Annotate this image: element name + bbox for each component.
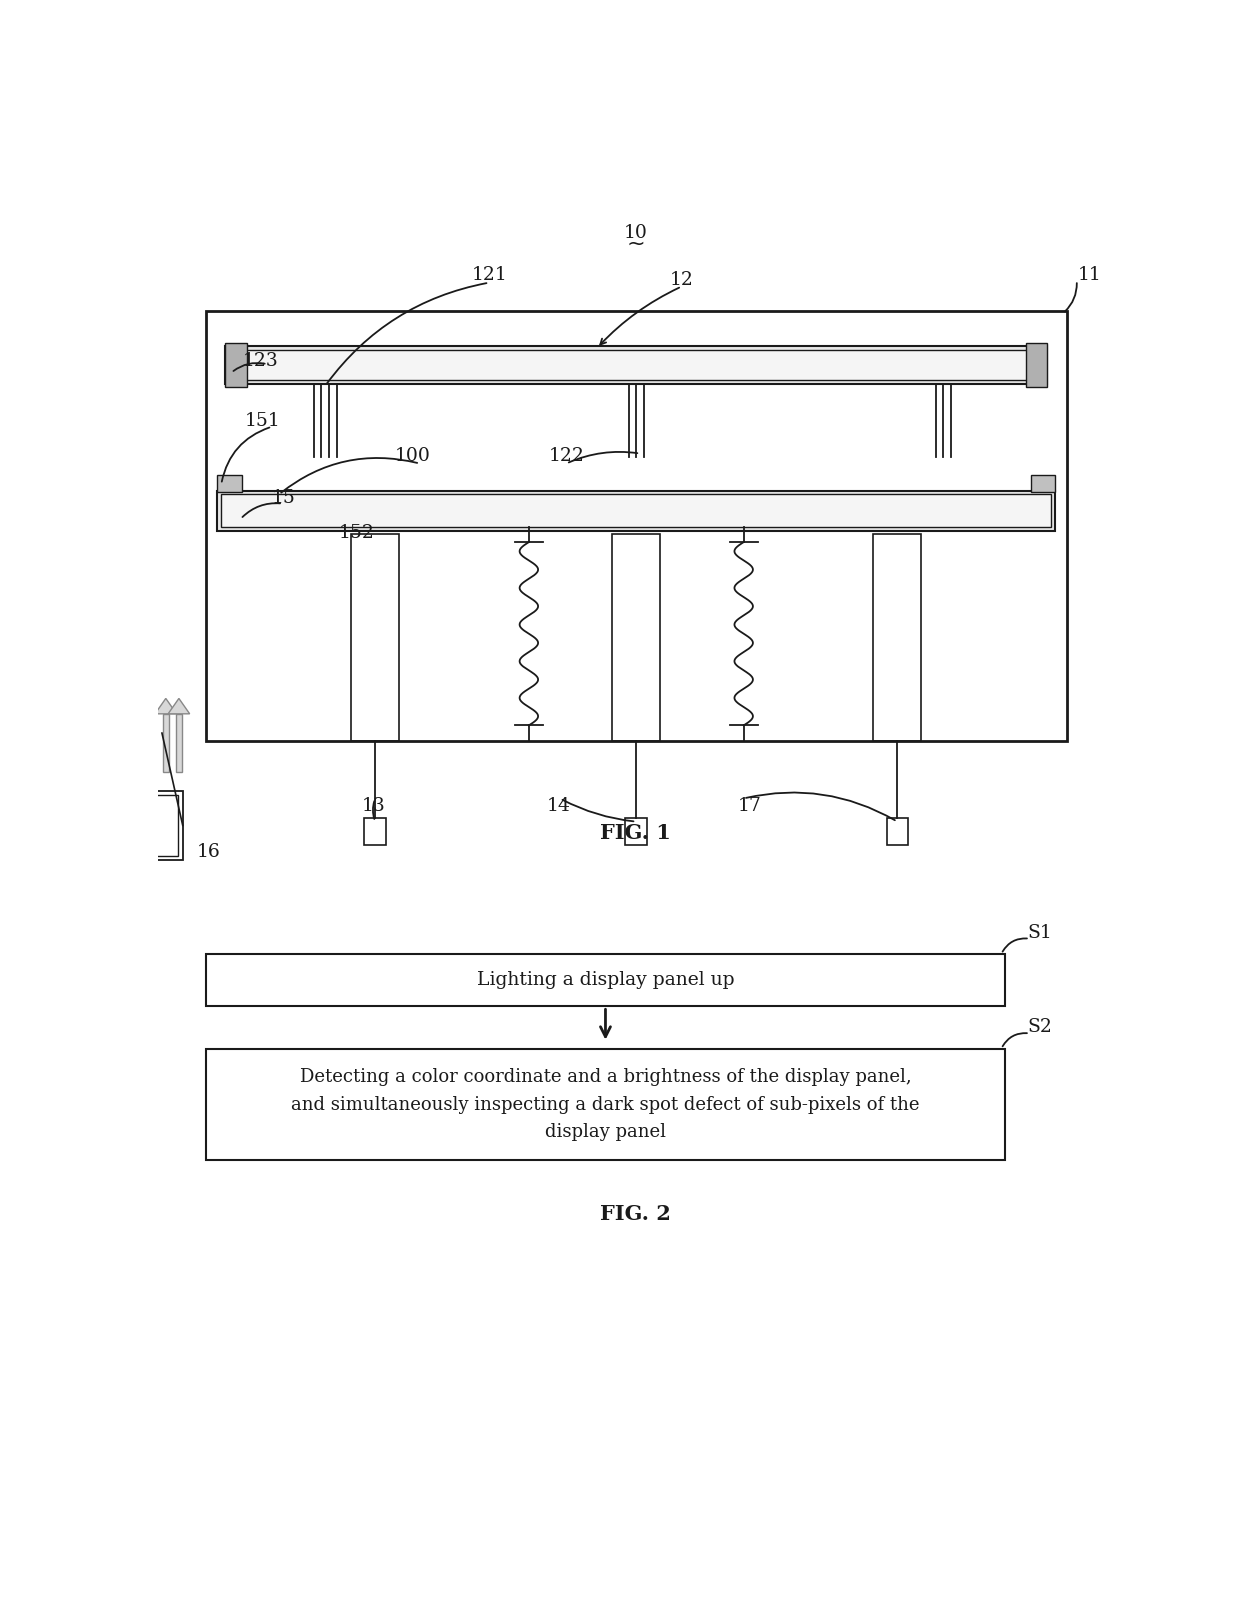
Bar (141, 796, 179, 855)
Bar (873, 534, 921, 741)
Bar (221, 494, 1052, 527)
Text: 123: 123 (243, 352, 279, 371)
Text: Detecting a color coordinate and a brightness of the display panel,
and simultan: Detecting a color coordinate and a brigh… (291, 1069, 920, 1141)
Bar (1025, 342, 1048, 387)
Text: 12: 12 (670, 272, 693, 289)
Text: ~: ~ (626, 235, 645, 254)
Text: 13: 13 (362, 797, 386, 815)
Text: S2: S2 (1027, 1018, 1053, 1036)
Bar (162, 714, 169, 772)
Text: 121: 121 (471, 265, 507, 284)
Bar (136, 791, 182, 860)
Polygon shape (169, 698, 190, 714)
Bar (625, 818, 647, 845)
Text: 151: 151 (244, 412, 280, 430)
Bar (206, 1048, 1006, 1160)
Text: 15: 15 (272, 489, 296, 507)
Bar (206, 954, 1006, 1007)
Bar (206, 312, 1066, 741)
Bar (613, 534, 660, 741)
Text: FIG. 1: FIG. 1 (600, 823, 671, 844)
Text: 10: 10 (624, 224, 647, 241)
Text: 17: 17 (738, 797, 761, 815)
Bar (226, 345, 1048, 384)
Bar (217, 475, 242, 492)
Text: 11: 11 (1079, 265, 1102, 284)
Text: 152: 152 (339, 524, 374, 542)
Text: Lighting a display panel up: Lighting a display panel up (476, 972, 734, 989)
Text: S1: S1 (1028, 924, 1052, 941)
Bar (226, 342, 247, 387)
Text: 14: 14 (547, 797, 570, 815)
Bar (217, 491, 1055, 531)
Bar (1030, 475, 1055, 492)
Text: 122: 122 (548, 447, 584, 465)
Text: 100: 100 (394, 447, 430, 465)
Bar (365, 818, 386, 845)
Bar (887, 818, 908, 845)
Bar (176, 714, 182, 772)
Text: 16: 16 (197, 844, 221, 861)
Bar (351, 534, 399, 741)
Text: FIG. 2: FIG. 2 (600, 1205, 671, 1224)
Polygon shape (155, 698, 176, 714)
Bar (229, 350, 1044, 380)
